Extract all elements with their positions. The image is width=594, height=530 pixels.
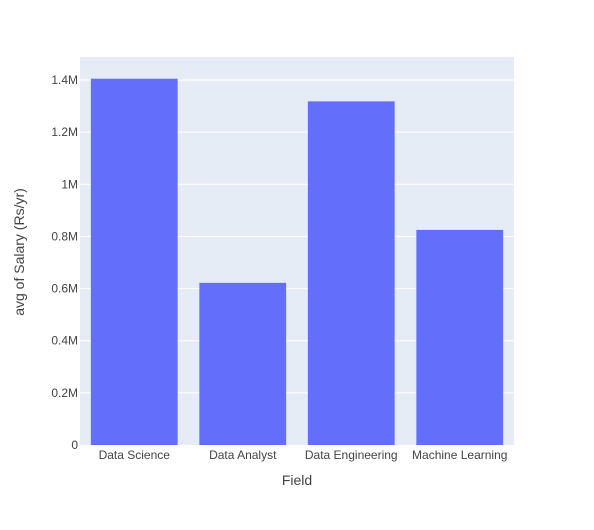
x-tick-label: Data Engineering	[305, 448, 398, 462]
bar-data-engineering[interactable]	[307, 101, 395, 445]
y-tick-label: 0	[71, 438, 78, 452]
y-tick-label: 1M	[61, 177, 78, 191]
y-axis-title: avg of Salary (Rs/yr)	[11, 188, 27, 316]
x-axis-title: Field	[282, 472, 312, 488]
bars	[90, 78, 504, 446]
x-axis-ticks: Data Science Data Analyst Data Engineering…	[99, 448, 508, 462]
y-tick-label: 1.2M	[51, 125, 78, 139]
bar-data-analyst[interactable]	[199, 282, 287, 445]
y-tick-label: 0.6M	[51, 282, 78, 296]
y-tick-label: 0.2M	[51, 386, 78, 400]
y-tick-label: 1.4M	[51, 73, 78, 87]
bar-data-science[interactable]	[90, 78, 178, 446]
y-tick-label: 0.8M	[51, 229, 78, 243]
x-tick-label: Data Analyst	[209, 448, 277, 462]
x-tick-label: Machine Learning	[412, 448, 507, 462]
y-tick-label: 0.4M	[51, 334, 78, 348]
y-axis-ticks: 0 0.2M 0.4M 0.6M 0.8M 1M 1.2M 1.4M	[51, 73, 78, 452]
bar-machine-learning[interactable]	[416, 229, 504, 445]
x-tick-label: Data Science	[99, 448, 171, 462]
